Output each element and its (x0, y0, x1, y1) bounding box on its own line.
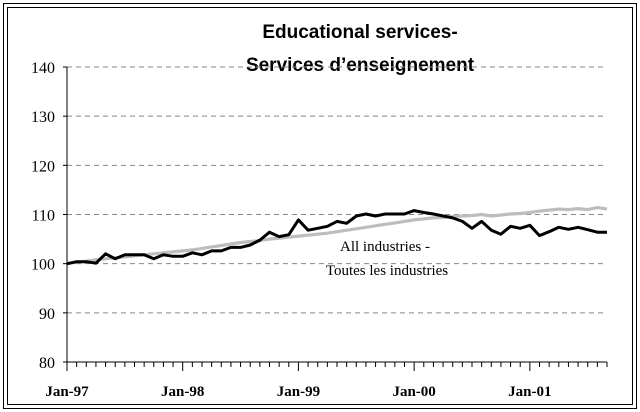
y-tick-label-90: 90 (39, 306, 55, 323)
series-layer (66, 206, 608, 266)
x-tick-label-jan-97: Jan-97 (45, 384, 89, 400)
annotation-toutes-industries: Toutes les industries (326, 263, 448, 279)
chart-frame (3, 3, 637, 409)
chart-subtitle: Services d’enseignement (246, 55, 475, 76)
series-line-educational-services (66, 209, 607, 266)
series-line-all-industries (66, 206, 608, 266)
x-tick-label-jan-99: Jan-99 (277, 384, 320, 400)
x-tick-label-jan-98: Jan-98 (161, 384, 204, 400)
annotation-all-industries: All industries - (340, 239, 430, 255)
axis-layer: 80 90 100 110 120 130 140 Jan-97 Jan-98 Jan-99 Jan… (31, 60, 608, 400)
y-tick-label-80: 80 (39, 355, 55, 372)
y-tick-label-100: 100 (31, 257, 55, 274)
x-tick-label-jan-00: Jan-00 (392, 384, 435, 400)
y-tick-label-140: 140 (31, 60, 55, 77)
y-tick-label-130: 130 (31, 109, 55, 126)
chart-frame-inner (7, 7, 633, 405)
y-tick-label-120: 120 (31, 158, 55, 175)
chart-title: Educational services- (262, 22, 457, 43)
y-tick-label-110: 110 (32, 208, 55, 225)
x-tick-label-jan-01: Jan-01 (508, 384, 551, 400)
